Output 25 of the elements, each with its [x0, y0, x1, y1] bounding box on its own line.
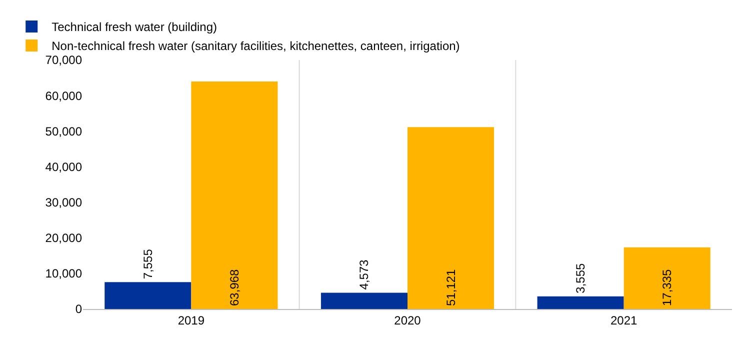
x-tick-label: 2020: [394, 313, 422, 328]
bar: [624, 247, 710, 309]
data-label: 7,555: [140, 248, 155, 280]
y-tick-label: 50,000: [45, 124, 82, 138]
data-label: 3,555: [574, 262, 588, 294]
y-tick-label: 0: [75, 302, 82, 316]
bar: [104, 282, 192, 309]
bar: [537, 296, 624, 309]
data-label: 17,335: [660, 268, 674, 306]
bar: [408, 127, 494, 309]
y-tick-label: 30,000: [45, 195, 82, 210]
data-label: 63,968: [227, 268, 242, 306]
data-label: 4,573: [357, 259, 372, 290]
bar: [320, 292, 408, 309]
y-tick-label: 60,000: [45, 88, 82, 103]
bar: [191, 81, 278, 309]
y-tick-label: 70,000: [45, 53, 82, 68]
legend-label: Non-technical fresh water (sanitary facilities, kitchenettes, canteen, irrigation): [52, 39, 460, 54]
data-label: 51,121: [444, 268, 458, 306]
x-tick-label: 2021: [610, 313, 638, 328]
y-tick-label: 10,000: [45, 266, 82, 281]
y-tick-label: 40,000: [45, 160, 82, 174]
y-tick-label: 20,000: [45, 231, 82, 246]
legend-label: Technical fresh water (building): [52, 20, 218, 34]
x-tick-label: 2019: [178, 313, 205, 328]
